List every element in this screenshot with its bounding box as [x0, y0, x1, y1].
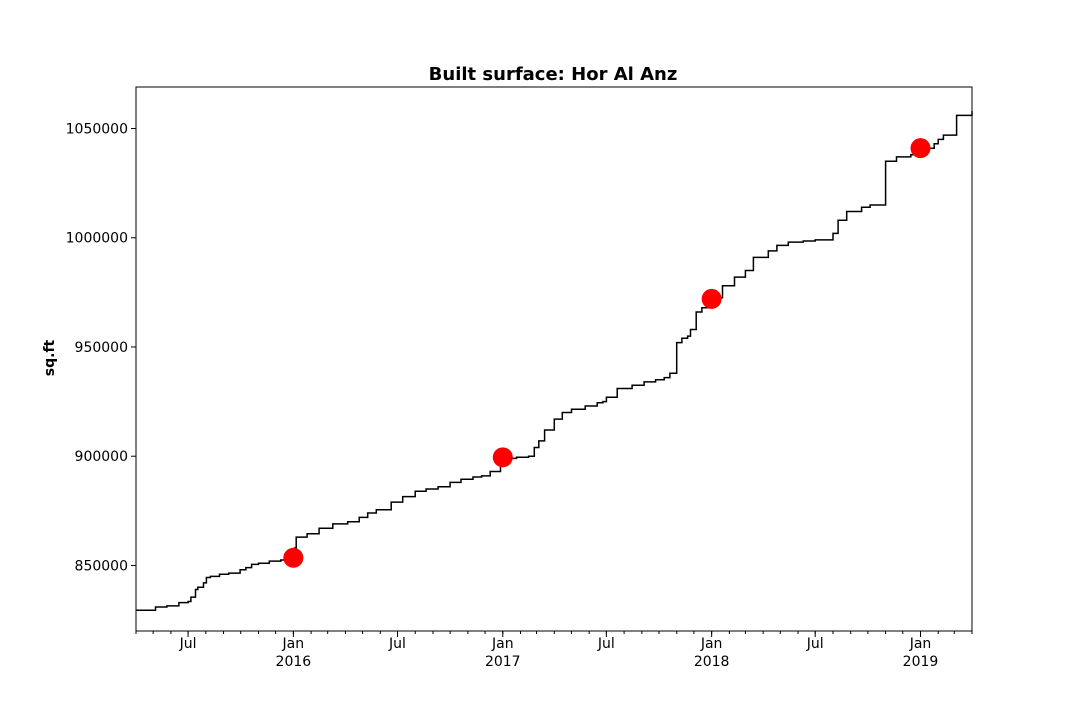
x-tick-year-label: 2017 [485, 654, 521, 670]
data-marker [283, 547, 304, 568]
data-marker [701, 288, 722, 309]
x-tick-year-label: 2018 [694, 654, 730, 670]
y-axis-label: sq.ft [42, 339, 58, 376]
y-tick-label: 1000000 [66, 231, 128, 247]
x-tick-label: Jul [388, 636, 406, 652]
y-tick-label: 950000 [75, 340, 128, 356]
x-tick-label: Jul [597, 636, 615, 652]
y-tick-label: 900000 [75, 449, 128, 465]
x-tick-year-label: 2019 [903, 654, 939, 670]
y-tick-label: 1050000 [66, 122, 128, 138]
x-tick-label: Jul [179, 636, 197, 652]
chart-title: Built surface: Hor Al Anz [429, 64, 678, 85]
x-tick-label: Jan [282, 636, 305, 652]
series-line [136, 111, 973, 611]
data-marker [910, 138, 931, 159]
x-tick-label: Jan [909, 636, 932, 652]
data-marker [492, 447, 513, 468]
x-tick-label: Jan [491, 636, 514, 652]
y-tick-label: 850000 [75, 558, 128, 574]
x-tick-label: Jul [806, 636, 824, 652]
x-tick-year-label: 2016 [276, 654, 312, 670]
plot-frame [135, 86, 973, 632]
x-tick-label: Jan [700, 636, 723, 652]
plot-area: 850000 900000 950000 1000000 1050000 Jul Jan 20… [66, 86, 973, 670]
